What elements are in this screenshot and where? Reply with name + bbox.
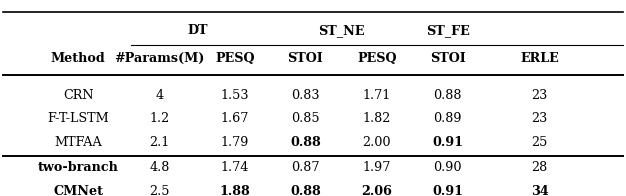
Text: Method: Method <box>51 52 106 65</box>
Text: 0.85: 0.85 <box>291 112 320 125</box>
Text: 1.79: 1.79 <box>220 136 249 149</box>
Text: MTFAA: MTFAA <box>54 136 102 149</box>
Text: 1.2: 1.2 <box>150 112 170 125</box>
Text: 25: 25 <box>531 136 548 149</box>
Text: ST_FE: ST_FE <box>426 24 470 37</box>
Text: 0.88: 0.88 <box>290 136 321 149</box>
Text: 1.71: 1.71 <box>362 89 391 102</box>
Text: 0.90: 0.90 <box>433 161 462 174</box>
Text: 23: 23 <box>531 112 548 125</box>
Text: PESQ: PESQ <box>357 52 397 65</box>
Text: CRN: CRN <box>63 89 93 102</box>
Text: 28: 28 <box>531 161 548 174</box>
Text: 0.89: 0.89 <box>433 112 462 125</box>
Text: DT: DT <box>187 24 207 37</box>
Text: PESQ: PESQ <box>215 52 255 65</box>
Text: 1.67: 1.67 <box>220 112 249 125</box>
Text: 1.53: 1.53 <box>220 89 249 102</box>
Text: 1.88: 1.88 <box>219 185 250 196</box>
Text: 1.82: 1.82 <box>362 112 391 125</box>
Text: 0.88: 0.88 <box>290 185 321 196</box>
Text: 34: 34 <box>531 185 548 196</box>
Text: ST_NE: ST_NE <box>318 24 364 37</box>
Text: two-branch: two-branch <box>38 161 119 174</box>
Text: #Params(M): #Params(M) <box>115 52 205 65</box>
Text: 2.5: 2.5 <box>150 185 170 196</box>
Text: 4.8: 4.8 <box>150 161 170 174</box>
Text: STOI: STOI <box>287 52 324 65</box>
Text: 1.97: 1.97 <box>362 161 391 174</box>
Text: F-T-LSTM: F-T-LSTM <box>48 112 109 125</box>
Text: 0.91: 0.91 <box>432 185 463 196</box>
Text: 4: 4 <box>156 89 163 102</box>
Text: CMNet: CMNet <box>53 185 103 196</box>
Text: 23: 23 <box>531 89 548 102</box>
Text: ERLE: ERLE <box>520 52 559 65</box>
Text: 0.88: 0.88 <box>433 89 462 102</box>
Text: 2.00: 2.00 <box>362 136 391 149</box>
Text: 2.06: 2.06 <box>361 185 393 196</box>
Text: STOI: STOI <box>429 52 466 65</box>
Text: 0.83: 0.83 <box>291 89 320 102</box>
Text: 0.87: 0.87 <box>291 161 320 174</box>
Text: 2.1: 2.1 <box>150 136 170 149</box>
Text: 0.91: 0.91 <box>432 136 463 149</box>
Text: 1.74: 1.74 <box>220 161 249 174</box>
